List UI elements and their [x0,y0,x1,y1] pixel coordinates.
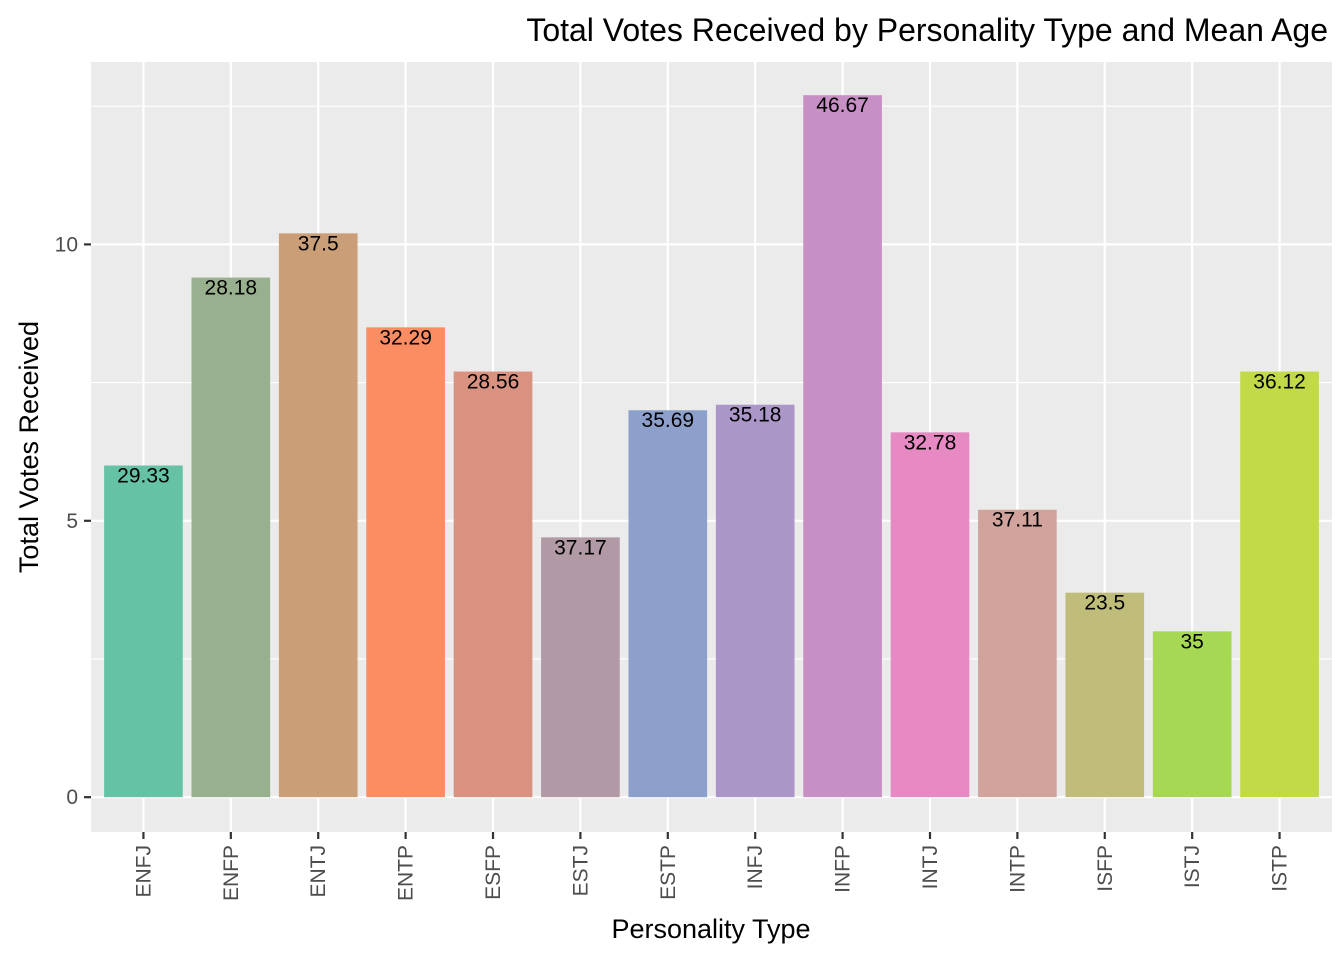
bar-enfp [191,277,271,798]
data-label-enfp: 28.18 [205,277,258,300]
chart-title: Total Votes Received by Personality Type… [526,12,1328,48]
x-tick-label-enfj: ENFJ [132,845,155,898]
bar-intj [890,432,970,798]
bar-enfj [104,465,183,798]
plot-panel [91,62,1332,832]
bar-intp [978,509,1057,798]
x-tick-label-infj: INFJ [744,845,767,889]
bar-istp [1240,371,1319,798]
bar-istj [1152,631,1232,798]
bar-esfp [453,371,533,798]
x-tick-label-estj: ESTJ [569,845,592,896]
x-tick-label-isfp: ISFP [1094,845,1117,892]
x-tick-label-estp: ESTP [657,845,680,900]
data-label-istj: 35 [1180,630,1203,653]
data-label-infj: 35.18 [729,404,782,427]
bar-entj [278,233,358,798]
x-axis-title: Personality Type [611,914,810,944]
x-tick-label-enfp: ENFP [220,845,243,901]
x-tick-label-infp: INFP [832,845,855,893]
y-tick-label: 0 [66,786,78,809]
bar-estj [541,537,620,798]
bar-infp [803,95,882,798]
bars-layer [104,95,1319,798]
data-label-infp: 46.67 [816,94,869,117]
y-tick-label: 10 [55,233,78,256]
data-label-isfp: 23.5 [1084,592,1125,615]
x-tick-label-esfp: ESFP [482,845,505,900]
data-label-entp: 32.29 [379,326,432,349]
bar-infj [715,404,795,798]
bar-estp [628,410,708,798]
data-label-istp: 36.12 [1253,371,1306,394]
x-tick-label-istp: ISTP [1269,845,1292,892]
data-label-intp: 37.11 [992,509,1043,532]
data-label-estp: 35.69 [642,409,695,432]
x-axis: ENFJ ENFP ENTJ ENTP ESFP ESTJ ESTP INFJ INFP INTJ… [132,832,1292,901]
x-tick-label-istj: ISTJ [1181,845,1204,888]
y-axis-title: Total Votes Received [14,321,44,573]
x-tick-label-intp: INTP [1006,845,1029,893]
x-tick-label-intj: INTJ [919,845,942,889]
data-label-entj: 37.5 [298,232,339,255]
data-label-enfj: 29.33 [117,465,170,488]
x-tick-label-entp: ENTP [395,845,418,901]
bar-entp [366,327,445,798]
y-axis: 0 5 10 [55,233,91,809]
data-label-esfp: 28.56 [467,371,520,394]
data-labels-layer: 29.33 28.18 37.5 32.29 28.56 37.17 35.69 35.18 4… [117,94,1306,653]
y-tick-label: 5 [66,510,78,533]
x-tick-label-entj: ENTJ [307,845,330,898]
data-label-intj: 32.78 [904,431,957,454]
data-label-estj: 37.17 [554,536,607,559]
bar-isfp [1065,592,1145,798]
